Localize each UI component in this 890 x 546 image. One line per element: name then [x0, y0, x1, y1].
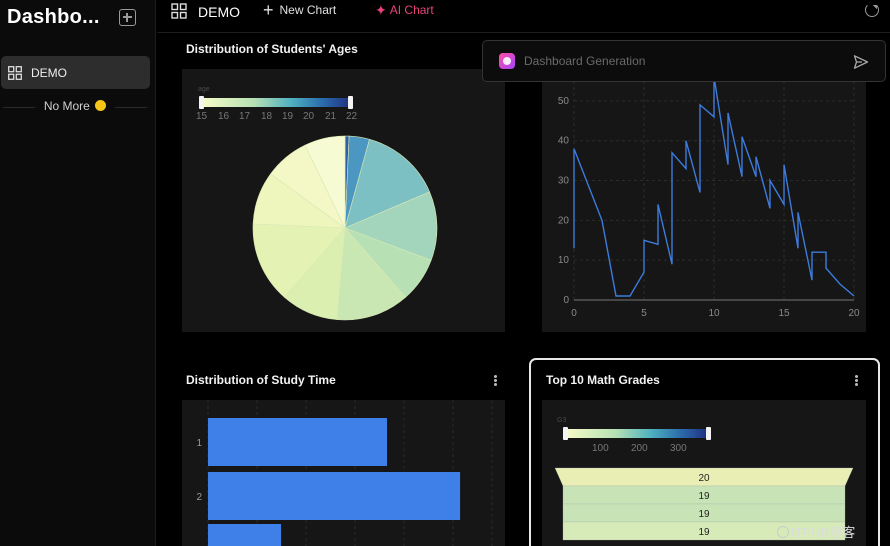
- ai-chart-label: AI Chart: [389, 3, 434, 17]
- math-visual-map[interactable]: [560, 426, 714, 444]
- ages-visual-map-bar: [201, 98, 351, 107]
- new-chart-button[interactable]: + New Chart: [263, 0, 337, 20]
- funnel-row[interactable]: [562, 521, 846, 541]
- math-legend-tick: 100: [592, 443, 609, 454]
- math-visual-map-handle-max[interactable]: [706, 427, 711, 440]
- smile-emoji-icon: [95, 100, 107, 111]
- ages-legend-tick: 19: [282, 111, 294, 122]
- refresh-icon[interactable]: [865, 3, 879, 17]
- math-visual-map-bar: [565, 429, 708, 438]
- card-title-ages: Distribution of Students' Ages: [186, 42, 358, 56]
- sparkle-icon: ✦: [375, 2, 387, 18]
- add-dashboard-button[interactable]: [119, 9, 136, 26]
- card-title-study: Distribution of Study Time: [186, 373, 336, 387]
- sidebar: Dashbo... DEMO No More: [0, 0, 156, 546]
- card-title-math: Top 10 Math Grades: [546, 373, 660, 387]
- math-legend-tick: 200: [631, 443, 648, 454]
- ages-pie-chart: [252, 135, 438, 321]
- funnel-row-label: 19: [698, 527, 710, 538]
- y-tick-label: 20: [558, 215, 570, 226]
- study-bar[interactable]: [208, 418, 388, 466]
- generation-input[interactable]: Dashboard Generation: [524, 54, 646, 68]
- ages-legend-tick: 17: [239, 111, 251, 122]
- plus-icon: +: [263, 0, 274, 20]
- funnel-row-label: 19: [698, 509, 710, 520]
- ages-legend-ticks: 15 16 17 18 19 20 21 22: [196, 111, 366, 123]
- line-chart: 0 10 20 30 40 50 0 5 10 15 20: [558, 76, 860, 319]
- watermark-logo: ITPUB博客: [777, 522, 855, 541]
- ages-visual-map-handle-min[interactable]: [199, 96, 204, 109]
- y-tick-label: 2: [196, 492, 202, 503]
- study-bar[interactable]: [208, 472, 461, 520]
- pie-slice[interactable]: [344, 138, 430, 229]
- dashboard-generation-box: Dashboard Generation: [482, 40, 886, 82]
- watermark-logo-icon: [777, 526, 789, 538]
- new-chart-label: New Chart: [279, 3, 337, 17]
- ages-visual-map-handle-max[interactable]: [348, 96, 353, 109]
- send-icon[interactable]: [853, 54, 869, 70]
- ages-legend-tick: 21: [325, 111, 337, 122]
- y-tick-label: 40: [558, 136, 570, 147]
- ages-legend-tick: 15: [196, 111, 208, 122]
- pie-slice[interactable]: [252, 223, 346, 298]
- math-funnel-chart: 20 19 19 19: [554, 467, 854, 541]
- math-legend-ticks: 100 200 300: [560, 443, 720, 455]
- pie-slice[interactable]: [304, 135, 346, 229]
- math-legend-tick: 300: [670, 443, 687, 454]
- dashboard-grid-icon: [171, 3, 187, 19]
- x-tick-label: 0: [571, 308, 577, 319]
- study-bar-chart: 12: [196, 400, 493, 546]
- y-tick-label: 30: [558, 176, 570, 187]
- math-visual-map-handle-min[interactable]: [563, 427, 568, 440]
- top-bar: DEMO + New Chart ✦ AI Chart: [157, 0, 890, 33]
- x-tick-label: 5: [641, 308, 647, 319]
- ages-legend-label: age: [198, 86, 210, 93]
- more-options-icon[interactable]: [494, 375, 497, 386]
- selected-card-outline[interactable]: [529, 358, 880, 546]
- ages-legend-tick: 16: [218, 111, 230, 122]
- line-series[interactable]: [573, 76, 855, 297]
- funnel-row-label: 19: [698, 491, 710, 502]
- pie-slice[interactable]: [336, 227, 406, 321]
- sidebar-item-label: DEMO: [31, 65, 67, 80]
- dashboard-grid-icon: [8, 65, 22, 80]
- y-tick-label: 50: [558, 96, 570, 107]
- study-bar[interactable]: [208, 524, 282, 546]
- y-tick-label: 0: [563, 295, 569, 306]
- ages-legend-tick: 22: [346, 111, 358, 122]
- dashboard-title: DEMO: [198, 4, 240, 20]
- line-chart-panel: [542, 69, 866, 332]
- ages-visual-map[interactable]: [196, 94, 356, 112]
- sidebar-item-demo[interactable]: DEMO: [1, 56, 150, 89]
- ai-chart-button[interactable]: ✦ AI Chart: [375, 3, 434, 17]
- no-more-label: No More: [0, 99, 150, 113]
- y-tick-label: 1: [196, 438, 202, 449]
- x-tick-label: 15: [778, 308, 790, 319]
- ages-legend-tick: 20: [303, 111, 315, 122]
- x-tick-label: 20: [848, 308, 860, 319]
- more-options-icon[interactable]: [855, 375, 858, 386]
- pie-slice[interactable]: [344, 191, 438, 261]
- y-tick-label: 10: [558, 255, 570, 266]
- no-more-text: No More: [43, 99, 90, 113]
- funnel-row-label: 20: [698, 473, 710, 484]
- ages-legend-tick: 18: [261, 111, 273, 122]
- math-legend-label: G3: [557, 417, 567, 424]
- ai-logo-icon: [499, 53, 515, 69]
- app-title: Dashbo...: [7, 6, 100, 28]
- x-tick-label: 10: [708, 308, 720, 319]
